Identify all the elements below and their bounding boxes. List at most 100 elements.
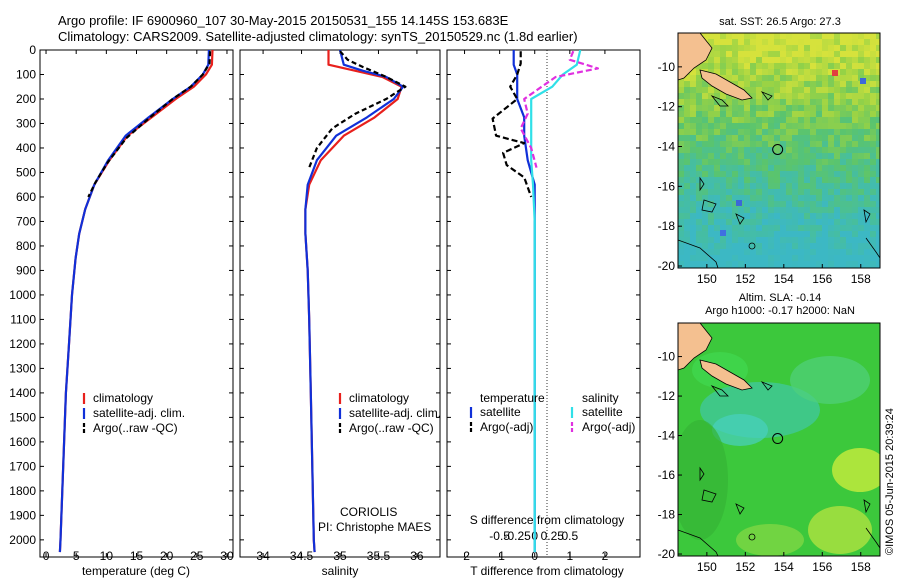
depth-tick-label: 800 [16,239,36,253]
x-tick-label: 35 [333,549,347,563]
x-tick-label: 30 [220,549,234,563]
legend-label-climatology: climatology [93,391,153,405]
sst-map: 150 152 154 156 158 -10 -12 -14 -16 -18 -20 [658,32,881,286]
x-tick-label: 15 [130,549,144,563]
series-line-1 [58,50,210,553]
x-tick-label: 0 [531,549,538,563]
lat-tick-label: -12 [658,100,676,114]
depth-tick-label: 300 [16,116,36,130]
lat-tick-label: -16 [658,468,676,482]
legend-label-s-satellite: satellite [582,405,623,419]
temperature-axis-label: temperature (deg C) [82,564,190,578]
legend-label-argo: Argo(..raw -QC) [93,421,178,435]
difference-legend: temperature satellite Argo(-adj) salinit… [469,391,635,434]
series-line-1 [304,50,405,553]
depth-tick-label: 1800 [9,484,36,498]
legend-heading-salinity: salinity [582,391,619,405]
lat-tick-label: -18 [658,508,676,522]
profile-location-marker [772,144,784,156]
depth-tick-label: 600 [16,190,36,204]
legend-label-t-argo: Argo(-adj) [480,420,533,434]
s-tick-label: 0.5 [561,529,578,543]
series-line-0 [58,50,214,553]
lon-tick-label: 156 [812,560,832,574]
x-tick-label: 34 [256,549,270,563]
series-line-2 [87,51,212,198]
pi-label: PI: Christophe MAES [318,520,431,534]
figure-title-line2: Climatology: CARS2009. Satellite-adjuste… [58,29,578,44]
lat-tick-label: -10 [658,60,676,74]
series-line-salinity-2 [530,50,582,553]
lat-tick-label: -14 [658,429,676,443]
x-tick-label: 5 [73,549,80,563]
depth-tick-label: 1200 [9,337,36,351]
lon-tick-label: 158 [851,560,871,574]
series-line-salinity-3 [519,50,600,168]
profile-location-marker [772,433,784,445]
x-tick-label: 10 [100,549,114,563]
coriolis-label: CORIOLIS [340,505,397,519]
lon-tick-label: 156 [812,272,832,286]
depth-tick-label: 1100 [10,312,36,326]
lat-tick-label: -20 [658,547,676,561]
legend-label-argo: Argo(..raw -QC) [349,421,434,435]
depth-tick-label: 400 [16,141,36,155]
depth-tick-label: 2000 [9,533,36,547]
lon-tick-label: 154 [774,272,794,286]
salinity-axis-label: salinity [322,564,359,578]
x-tick-label: 34.5 [290,549,314,563]
reef-marker [748,242,756,250]
x-tick-label: -2 [459,549,470,563]
sst-map-title: sat. SST: 26.5 Argo: 27.3 [719,16,841,28]
x-tick-label: 25 [190,549,204,563]
reef-marker [748,533,756,541]
x-tick-label: 20 [160,549,174,563]
t-difference-axis-label: T difference from climatology [470,564,624,578]
lat-tick-label: -10 [658,350,676,364]
sla-map-title-line1: Altim. SLA: -0.14 [738,292,822,304]
figure-title-line1: Argo profile: IF 6900960_107 30-May-2015… [58,13,509,28]
legend-heading-temperature: temperature [480,391,545,405]
legend-label-climatology: climatology [349,391,409,405]
lon-tick-label: 158 [851,272,871,286]
depth-tick-label: 1300 [9,361,36,375]
depth-tick-label: 900 [16,263,36,277]
series-line-2 [308,50,407,169]
legend-label-t-satellite: satellite [480,405,521,419]
depth-tick-label: 1700 [9,459,36,473]
series-line-temperature-1 [491,51,533,198]
lat-tick-label: -16 [658,179,676,193]
lon-tick-label: 154 [774,560,794,574]
x-tick-label: 1 [566,549,573,563]
lat-tick-label: -12 [658,389,676,403]
salinity-panel-frame [239,49,441,558]
legend-label-satellite: satellite-adj. clim. [349,406,441,420]
lon-tick-label: 152 [735,560,755,574]
legend-label-satellite: satellite-adj. clim. [93,406,185,420]
depth-tick-label: 1600 [9,435,36,449]
depth-tick-label: 700 [16,214,36,228]
sla-map: 150 152 154 156 158 -10 -12 -14 -16 -18 -20 [658,322,881,574]
x-tick-label: 35.5 [367,549,391,563]
lat-tick-label: -20 [658,259,676,273]
lat-tick-label: -14 [658,140,676,154]
depth-tick-label: 100 [16,67,36,81]
sla-map-title-line2: Argo h1000: -0.17 h2000: NaN [705,305,855,317]
s-tick-label: 0.25 [541,529,565,543]
s-difference-axis-label: S difference from climatology [470,513,625,527]
depth-tick-label: 1900 [9,508,36,522]
depth-tick-label: 1400 [9,386,36,400]
difference-panel-frame [446,49,641,558]
x-tick-label: -1 [494,549,505,563]
depth-tick-label: 1000 [9,288,36,302]
s-tick-label: -0.5 [489,529,510,543]
legend-label-s-argo: Argo(-adj) [582,420,635,434]
depth-tick-label: 500 [16,165,36,179]
x-tick-label: 0 [43,549,50,563]
depth-tick-label: 1500 [9,410,36,424]
salinity-legend: climatology satellite-adj. clim. Argo(..… [318,391,441,534]
temperature-legend: climatology satellite-adj. clim. Argo(..… [82,391,185,435]
lon-tick-label: 152 [735,272,755,286]
sst-coastline [678,33,880,268]
